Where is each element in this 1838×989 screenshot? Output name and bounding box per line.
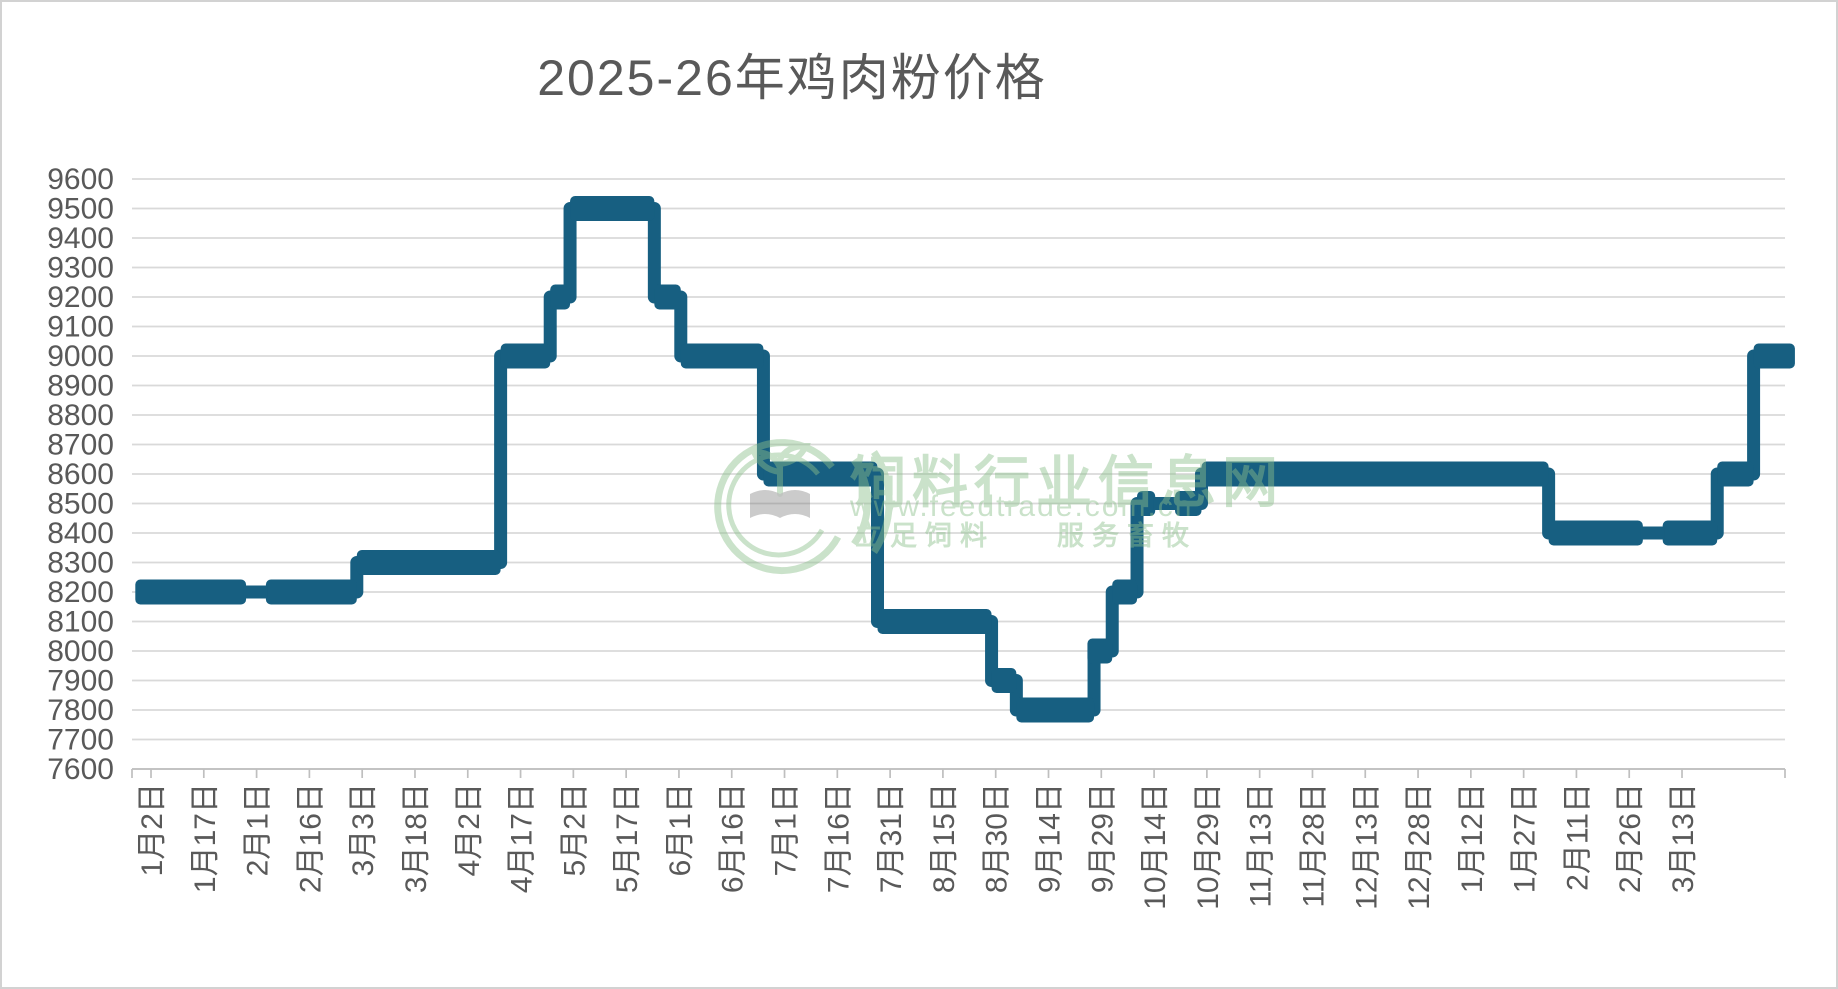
x-tick-label: 2月16日 <box>294 783 327 893</box>
series-plateau <box>550 284 571 310</box>
x-tick-label: 11月28日 <box>1297 783 1330 908</box>
y-tick-label: 8100 <box>47 606 114 639</box>
x-tick-label: 1月17日 <box>189 783 222 893</box>
series-plateau <box>877 609 992 634</box>
series-plateau <box>654 284 681 310</box>
series-line-neck <box>1640 526 1665 540</box>
x-tick-label: 7月1日 <box>770 783 803 876</box>
series-line-neck <box>1153 497 1178 510</box>
x-tick-label: 9月29日 <box>1086 783 1119 893</box>
y-tick-label: 7900 <box>47 665 114 698</box>
y-tick-label: 8700 <box>47 429 114 462</box>
x-tick-label: 3月3日 <box>347 783 380 876</box>
series-line-neck <box>243 585 268 599</box>
x-tick-label: 10月29日 <box>1192 783 1225 910</box>
y-tick-label: 9400 <box>47 222 114 255</box>
series-plateau <box>1717 461 1754 487</box>
y-tick-label: 8900 <box>47 370 114 403</box>
y-tick-label: 8400 <box>47 517 114 550</box>
y-tick-label: 8500 <box>47 488 114 521</box>
series-plateau <box>1201 461 1549 487</box>
watermark-sprout-icon <box>749 442 811 497</box>
x-tick-label: 1月27日 <box>1509 783 1542 893</box>
y-tick-label: 7700 <box>47 724 114 757</box>
watermark-book-icon <box>750 490 810 518</box>
x-tick-label: 2月1日 <box>242 783 275 876</box>
series-plateau <box>680 343 764 369</box>
series-plateau <box>1753 343 1795 369</box>
y-tick-label: 8000 <box>47 635 114 668</box>
x-tick-label: 7月31日 <box>875 783 908 893</box>
x-tick-label: 6月1日 <box>664 783 697 876</box>
x-tick-label: 4月2日 <box>453 783 486 876</box>
watermark-slogan-left: 立足饲料 <box>855 520 995 551</box>
watermark-logo-arc-1 <box>851 457 871 547</box>
series-plateau <box>500 343 551 369</box>
y-tick-label: 8200 <box>47 576 114 609</box>
series-plateau <box>1175 491 1202 516</box>
watermark-logo-inner-ring <box>726 452 825 558</box>
x-tick-label: 3月13日 <box>1667 783 1700 893</box>
x-tick-label: 12月28日 <box>1403 783 1436 910</box>
y-tick-label: 9300 <box>47 252 114 285</box>
series-plateau <box>356 550 501 575</box>
series-plateau <box>1662 520 1718 546</box>
series-plateau <box>1137 491 1156 516</box>
x-tick-label: 11月13日 <box>1245 783 1278 908</box>
chart-title: 2025-26年鸡肉粉价格 <box>537 50 1047 106</box>
y-tick-label: 9200 <box>47 281 114 314</box>
y-tick-label: 9500 <box>47 193 114 226</box>
watermark-slogan-right: 服务畜牧 <box>1057 520 1197 551</box>
y-tick-label: 7800 <box>47 694 114 727</box>
series-plateau <box>1016 697 1095 723</box>
watermark-logo-outer-ring <box>714 439 842 574</box>
series-plateau <box>265 579 357 605</box>
x-tick-label: 6月16日 <box>717 783 750 893</box>
y-tick-label: 9000 <box>47 340 114 373</box>
x-tick-label: 5月17日 <box>611 783 644 893</box>
y-tick-label: 7600 <box>47 753 114 786</box>
watermark-logo-arc-2 <box>871 450 893 554</box>
x-tick-label: 8月15日 <box>928 783 961 893</box>
x-tick-label: 2月26日 <box>1614 783 1647 893</box>
series-plateau <box>1112 579 1138 605</box>
x-tick-label: 3月18日 <box>400 783 433 893</box>
series-plateau <box>1548 520 1643 546</box>
y-tick-label: 9100 <box>47 311 114 344</box>
watermark-brand-text: 饲料行业信息网 <box>850 451 1284 514</box>
watermark-url-text: www.feedtrade.com.cn <box>849 490 1193 523</box>
x-tick-label: 8月30日 <box>981 783 1014 893</box>
x-tick-label: 1月2日 <box>136 783 169 876</box>
y-tick-label: 9600 <box>47 163 114 196</box>
x-tick-label: 9月14日 <box>1033 783 1066 893</box>
series-plateau <box>991 668 1017 693</box>
x-tick-label: 2月11日 <box>1561 783 1594 891</box>
y-tick-label: 8300 <box>47 547 114 580</box>
y-tick-label: 8800 <box>47 399 114 432</box>
x-tick-label: 7月16日 <box>822 783 855 893</box>
x-tick-label: 10月14日 <box>1139 783 1172 910</box>
series-plateau <box>135 579 247 605</box>
x-tick-label: 12月13日 <box>1350 783 1383 910</box>
series-plateau <box>763 461 878 487</box>
series-plateau <box>1087 638 1113 664</box>
x-tick-label: 5月2日 <box>558 783 591 876</box>
x-tick-label: 4月17日 <box>506 783 539 893</box>
x-tick-label: 1月12日 <box>1456 783 1489 893</box>
y-tick-label: 8600 <box>47 458 114 491</box>
series-plateau <box>570 196 655 221</box>
